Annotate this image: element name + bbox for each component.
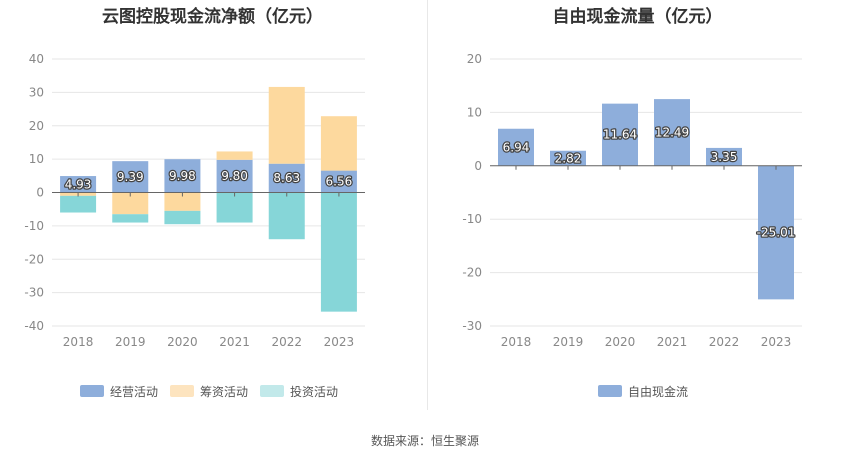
panel-divider — [427, 0, 428, 410]
data-label: 6.56 — [326, 175, 353, 189]
data-label: 2.82 — [555, 151, 582, 165]
y-tick-label: -30 — [462, 319, 482, 333]
x-tick-label: 2018 — [501, 335, 532, 349]
legend-swatch — [170, 385, 195, 397]
source-note: 数据来源：恒生聚源 — [370, 434, 479, 448]
chart-legend: 自由现金流 — [598, 382, 700, 400]
bar — [216, 159, 253, 193]
bar — [602, 103, 638, 166]
bar — [320, 192, 357, 312]
y-tick-label: 0 — [36, 186, 44, 200]
legend-item[interactable]: 经营活动 — [80, 383, 158, 400]
y-tick-label: 20 — [467, 52, 482, 66]
bar — [60, 195, 97, 213]
data-label: 3.35 — [711, 150, 738, 164]
y-tick-label: -30 — [24, 286, 44, 300]
x-tick-label: 2018 — [63, 335, 94, 349]
y-tick-label: -20 — [24, 252, 44, 266]
bar — [216, 192, 253, 223]
y-tick-label: -10 — [462, 212, 482, 226]
legend-label: 经营活动 — [110, 384, 159, 399]
legend-swatch — [80, 385, 104, 397]
y-tick-label: 10 — [29, 152, 44, 166]
legend-label: 投资活动 — [290, 384, 339, 399]
bar — [112, 161, 149, 193]
legend-item[interactable]: 自由现金流 — [598, 383, 688, 400]
x-tick-label: 2023 — [761, 335, 792, 349]
bar — [654, 99, 690, 166]
bar — [268, 86, 305, 164]
bar — [112, 192, 149, 215]
bar — [216, 151, 253, 160]
y-tick-label: -40 — [24, 319, 44, 333]
y-tick-label: 30 — [29, 85, 44, 99]
bar — [60, 176, 97, 193]
legend-swatch — [260, 385, 285, 397]
chart-title: 云图控股现金流净额（亿元） — [102, 7, 323, 27]
data-label: 11.64 — [603, 128, 637, 142]
legend-item[interactable]: 筹资活动 — [170, 383, 248, 400]
data-label: 4.93 — [65, 177, 92, 191]
x-tick-label: 2020 — [605, 335, 636, 349]
bar — [268, 192, 305, 240]
bar — [164, 159, 201, 193]
x-tick-label: 2022 — [709, 335, 740, 349]
x-tick-label: 2022 — [271, 335, 302, 349]
bar — [320, 170, 357, 193]
data-label: 9.39 — [117, 170, 144, 184]
x-tick-label: 2020 — [167, 335, 198, 349]
y-tick-label: 40 — [29, 52, 44, 66]
x-tick-label: 2019 — [553, 335, 584, 349]
data-label: 12.49 — [655, 125, 689, 139]
x-tick-label: 2023 — [324, 335, 355, 349]
y-tick-label: 20 — [29, 119, 44, 133]
bar — [550, 150, 586, 166]
bar — [112, 214, 149, 223]
bar — [758, 165, 794, 300]
legend-swatch — [598, 385, 622, 397]
bar — [164, 210, 201, 225]
legend-label: 筹资活动 — [200, 384, 249, 399]
bar — [320, 116, 357, 171]
data-label: 9.98 — [169, 169, 196, 183]
legend-label: 自由现金流 — [628, 384, 689, 399]
x-tick-label: 2021 — [657, 335, 688, 349]
chart-title: 自由现金流量（亿元） — [552, 7, 723, 27]
bar — [706, 147, 742, 166]
y-tick-label: 0 — [474, 159, 482, 173]
bar — [498, 128, 534, 166]
data-label: -25.01 — [757, 226, 796, 240]
free-cash-flow-chart: 20 10 0 -10 -20 -30 2018 2019 2020 2021 2022 2023 6.… — [462, 52, 802, 349]
x-tick-label: 2019 — [115, 335, 146, 349]
y-tick-label: -20 — [462, 266, 482, 280]
chart-legend: 经营活动 筹资活动 投资活动 — [80, 382, 350, 400]
cash-flow-chart: 40 30 20 10 0 -10 -20 -30 -40 2018 2019 2020 2021 202… — [24, 52, 365, 349]
data-label: 9.80 — [221, 169, 248, 183]
x-tick-label: 2021 — [219, 335, 250, 349]
bar — [268, 163, 305, 193]
y-tick-label: -10 — [24, 219, 44, 233]
legend-item[interactable]: 投资活动 — [260, 383, 338, 400]
data-label: 6.94 — [503, 140, 530, 154]
bar — [164, 192, 201, 211]
data-label: 8.63 — [273, 171, 300, 185]
y-tick-label: 10 — [467, 105, 482, 119]
